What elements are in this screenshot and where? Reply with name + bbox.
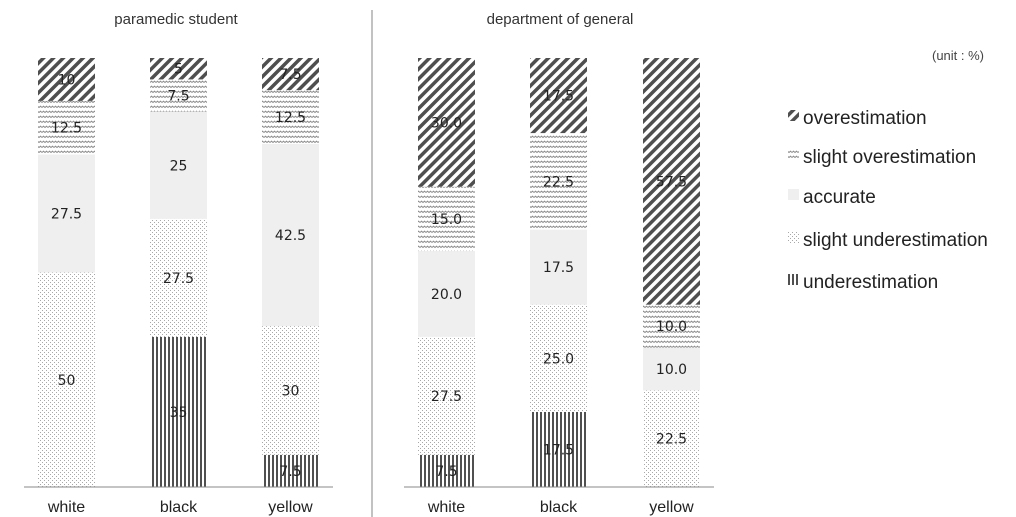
chart-title-right: department of general (487, 11, 634, 28)
bar-segment-slight-overestimation-white (418, 186, 475, 252)
chart-panel-department-of-general: 7.5 27.5 20.0 15.0 30.0 white 17.5 25.0 17.5 22.5… (404, 58, 714, 516)
bar-segment-slight-underestimation-black (150, 218, 207, 337)
legend-swatch-slight-overestimation (788, 149, 799, 160)
bar-segment-overestimation-black (150, 58, 207, 80)
bar-segment-accurate-yellow (262, 143, 319, 327)
data-label-slight-underestimation-yellow: 22.5 (656, 432, 687, 448)
legend-swatch-overestimation (788, 110, 799, 121)
bar-segment-overestimation-yellow (262, 58, 319, 91)
bar-segment-slight-underestimation-yellow (643, 390, 700, 487)
bar-segment-overestimation-white (418, 58, 475, 187)
data-label-underestimation-black: 35 (170, 405, 188, 421)
unit-note: (unit : %) (932, 48, 984, 63)
legend-swatch-slight-underestimation (788, 232, 799, 243)
data-label-slight-overestimation-white: 12.5 (51, 121, 82, 137)
bar-segment-slight-underestimation-white (38, 272, 95, 487)
bar-segment-accurate-white (418, 251, 475, 337)
data-label-accurate-yellow: 10.0 (656, 362, 687, 378)
data-label-underestimation-yellow: 7.5 (279, 464, 301, 480)
bar-segment-overestimation-white (38, 58, 95, 101)
data-label-accurate-white: 20.0 (431, 287, 462, 303)
category-label-black: black (160, 499, 198, 516)
legend-label-slight-overestimation: slight overestimation (803, 147, 976, 168)
bar-segment-slight-overestimation-white (38, 100, 95, 155)
data-label-underestimation-black: 17.5 (543, 442, 574, 458)
bar-segment-slight-overestimation-black (150, 79, 207, 112)
bar-segment-slight-overestimation-yellow (262, 90, 319, 144)
bar-segment-slight-underestimation-yellow (262, 326, 319, 455)
bar-segment-slight-underestimation-black (530, 304, 587, 412)
data-label-overestimation-white: 30.0 (431, 115, 462, 131)
data-label-overestimation-yellow: 7.5 (279, 67, 301, 83)
chart-legend: overestimation slight overestimation accur… (788, 108, 988, 293)
data-label-slight-underestimation-white: 27.5 (431, 389, 462, 405)
bar-segment-underestimation-black (150, 336, 207, 487)
category-label-yellow: yellow (649, 499, 694, 516)
chart-title-left: paramedic student (114, 11, 238, 28)
bar-segment-slight-underestimation-white (418, 336, 475, 455)
data-label-slight-overestimation-black: 7.5 (167, 89, 189, 105)
category-label-black: black (540, 499, 578, 516)
legend-label-accurate: accurate (803, 187, 876, 208)
data-label-accurate-black: 17.5 (543, 260, 574, 276)
data-label-slight-overestimation-black: 22.5 (543, 174, 574, 190)
category-label-white: white (427, 499, 465, 516)
data-label-slight-overestimation-yellow: 10.0 (656, 319, 687, 335)
bar-segment-accurate-white (38, 154, 95, 273)
bar-segment-overestimation-black (530, 58, 587, 134)
bar-segment-accurate-yellow (643, 347, 700, 391)
data-label-slight-underestimation-white: 50 (58, 373, 76, 389)
chart-panel-paramedic-student: 05027.512.510white3527.5257.55black7.530… (24, 58, 333, 516)
data-label-overestimation-black: 17.5 (543, 89, 574, 105)
bar-segment-slight-overestimation-black (530, 133, 587, 230)
legend-label-overestimation: overestimation (803, 108, 927, 129)
legend-label-underestimation: underestimation (803, 272, 938, 293)
data-label-accurate-yellow: 42.5 (275, 228, 306, 244)
data-label-slight-underestimation-black: 27.5 (163, 271, 194, 287)
legend-swatch-underestimation (788, 274, 799, 285)
data-label-overestimation-black: 5 (174, 62, 183, 78)
bar-segment-accurate-black (150, 111, 207, 219)
bar-segment-underestimation-white (418, 454, 475, 487)
data-label-overestimation-yellow: 57.5 (656, 174, 687, 190)
bar-segment-underestimation-yellow (262, 454, 319, 487)
data-label-overestimation-white: 10 (58, 72, 76, 88)
data-label-accurate-white: 27.5 (51, 207, 82, 223)
data-label-accurate-black: 25 (170, 158, 188, 174)
data-label-slight-underestimation-yellow: 30 (282, 383, 300, 399)
legend-swatch-accurate (788, 189, 799, 200)
bar-segment-accurate-black (530, 229, 587, 305)
data-label-underestimation-white: 7.5 (435, 464, 457, 480)
data-label-slight-overestimation-white: 15.0 (431, 212, 462, 228)
bar-segment-underestimation-black (530, 411, 587, 487)
data-label-slight-underestimation-black: 25.0 (543, 351, 574, 367)
data-label-slight-overestimation-yellow: 12.5 (275, 110, 306, 126)
bar-segment-overestimation-yellow (643, 58, 700, 305)
category-label-white: white (47, 499, 85, 516)
category-label-yellow: yellow (268, 499, 313, 516)
bar-segment-slight-overestimation-yellow (643, 304, 700, 348)
legend-label-slight-underestimation: slight underestimation (803, 230, 988, 251)
